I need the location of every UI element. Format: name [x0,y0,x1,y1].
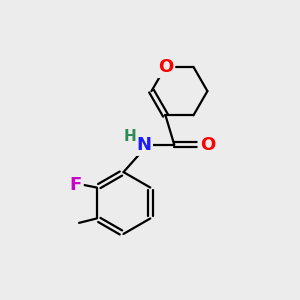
Text: N: N [136,136,151,154]
Text: F: F [69,176,82,194]
Text: O: O [158,58,173,76]
Text: O: O [200,136,215,154]
Text: H: H [123,129,136,144]
